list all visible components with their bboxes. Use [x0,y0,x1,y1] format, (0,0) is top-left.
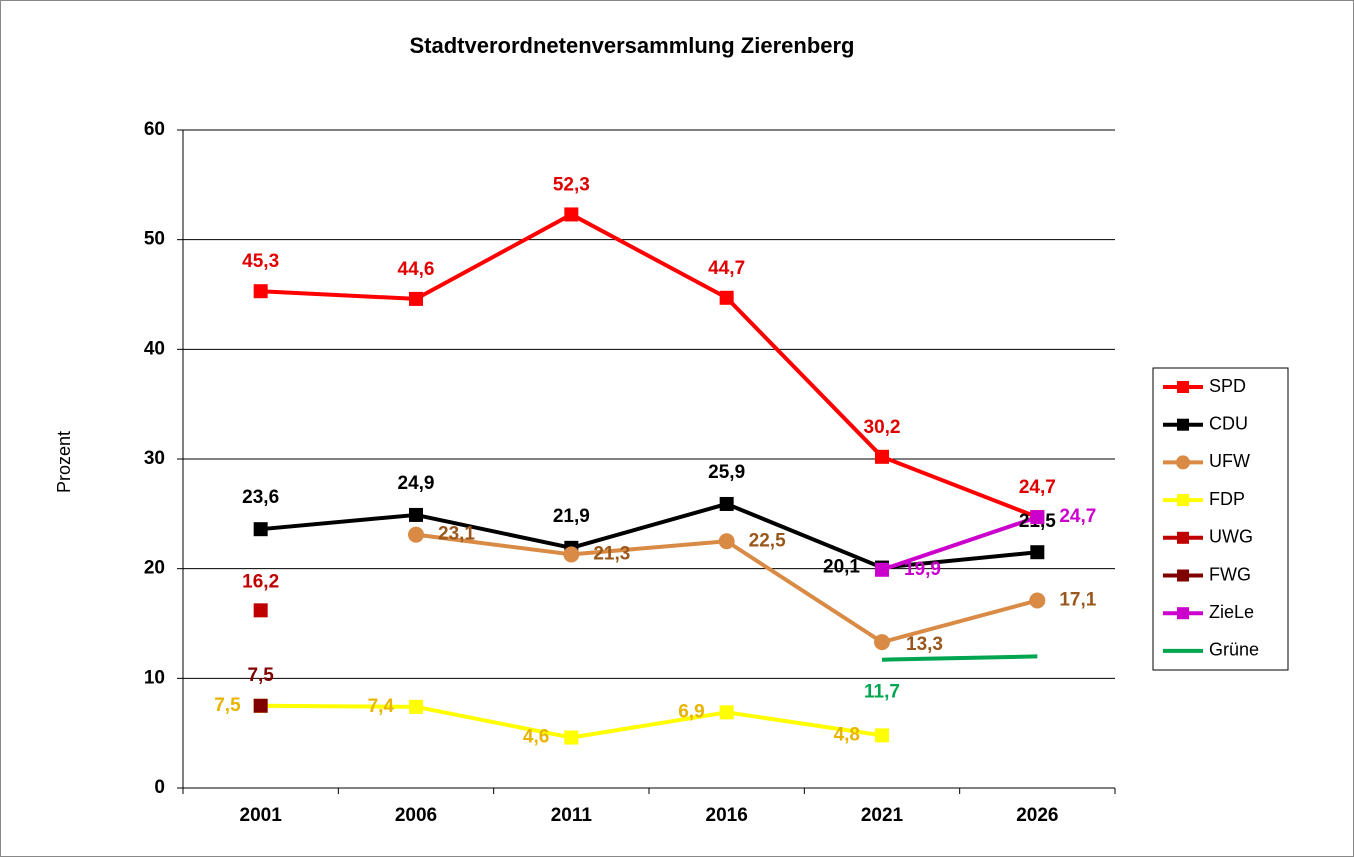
legend-marker [1177,381,1189,393]
x-tick-label: 2011 [551,805,593,826]
y-tick-label: 20 [144,558,165,579]
data-label: 19,9 [904,559,941,580]
series-line [260,212,1039,519]
y-tick-label: 0 [154,777,165,798]
data-label: 52,3 [553,174,590,195]
legend-label: UWG [1209,527,1253,547]
marker [409,507,423,522]
data-label: 22,5 [749,530,786,551]
data-label: 21,3 [593,543,630,564]
marker [875,449,889,464]
data-label: 7,5 [214,695,241,716]
data-label: 17,1 [1059,589,1096,610]
data-label: 44,7 [708,258,745,279]
marker [875,728,889,743]
legend-label: FDP [1209,489,1245,509]
legend-label: UFW [1209,451,1250,471]
marker [408,526,424,543]
y-tick-label: 50 [144,229,165,250]
marker [253,522,268,537]
marker [719,705,734,720]
x-tick-label: 2001 [240,805,283,826]
x-tick-label: 2006 [395,805,437,826]
data-label: 4,6 [523,727,549,748]
legend-label: ZieLe [1209,602,1254,622]
legend-marker [1177,494,1189,507]
marker [253,698,268,713]
data-label: 7,5 [247,665,274,686]
x-tick-label: 2021 [861,805,904,826]
legend-marker [1177,607,1189,620]
series-line [881,515,1038,572]
y-tick-label: 10 [144,667,165,688]
legend-label: SPD [1209,376,1246,396]
data-label: 11,7 [864,682,900,703]
data-label: 7,4 [368,696,395,717]
data-label: 16,2 [242,571,279,592]
marker [564,730,579,745]
data-label: 24,7 [1059,506,1096,527]
marker [874,634,890,651]
legend-marker [1177,531,1189,544]
data-label: 24,9 [398,473,435,494]
y-tick-label: 30 [144,448,165,469]
marker [719,496,734,511]
marker [564,207,579,222]
x-tick-label: 2026 [1016,805,1058,826]
data-label: 44,6 [398,259,435,280]
data-label: 30,2 [864,417,901,438]
series-line [881,654,1038,662]
marker [1029,592,1046,609]
y-tick-label: 60 [144,119,165,140]
data-label: 13,3 [906,634,943,655]
legend-label: CDU [1209,413,1248,433]
data-label: 6,9 [678,701,704,722]
legend-marker [1177,569,1189,582]
marker [563,546,580,563]
data-label: 45,3 [242,251,279,272]
marker [409,699,423,714]
series-line [260,501,1038,570]
data-label: 23,1 [438,524,475,545]
marker [875,562,889,577]
data-label: 25,9 [708,462,745,483]
marker [253,603,268,618]
marker [253,284,268,299]
x-tick-label: 2016 [706,805,748,826]
legend-marker [1177,418,1189,431]
marker [1030,545,1045,560]
marker [719,290,734,305]
data-label: 20,1 [823,557,860,578]
legend-label: Grüne [1209,640,1259,660]
data-label: 23,6 [242,487,279,508]
data-label: 21,9 [553,506,590,527]
marker [409,291,423,306]
chart-title: Stadtverordnetenversammlung Zierenberg [409,33,854,58]
legend-box [1152,367,1289,671]
marker [718,533,735,550]
legend-marker [1176,455,1190,470]
y-tick-label: 40 [144,338,165,359]
marker [1030,510,1045,525]
legend-label: FWG [1209,564,1251,584]
data-label: 24,7 [1019,477,1056,498]
y-axis-label: Prozent [54,431,74,493]
data-label: 4,8 [834,724,860,745]
